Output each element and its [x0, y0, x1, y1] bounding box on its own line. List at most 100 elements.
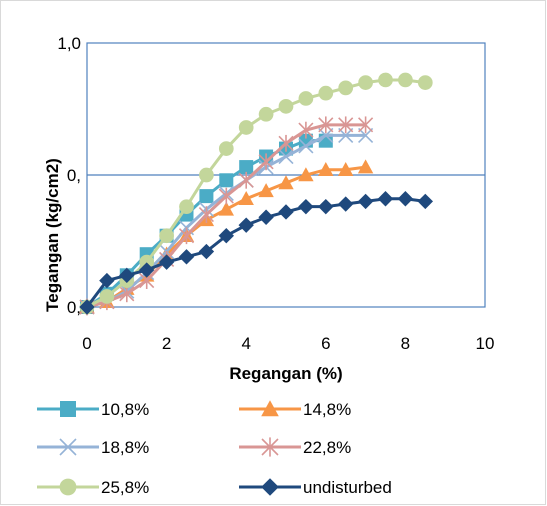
data-point-diamond [318, 198, 334, 215]
x-tick-label: 10 [476, 334, 495, 353]
y-tick-label: 0, [67, 298, 81, 317]
data-point-asterisk [318, 116, 334, 134]
x-tick-label: 8 [401, 334, 410, 353]
data-point-circle [238, 120, 254, 135]
legend-label: 18,8% [101, 438, 149, 457]
data-point-asterisk [358, 116, 374, 134]
data-point-x-stroke [278, 148, 294, 165]
data-point-circle [199, 167, 214, 183]
data-point-diamond [198, 243, 215, 260]
legend-item: 14,8% [239, 400, 351, 419]
series-layer [79, 72, 433, 316]
data-point-asterisk [338, 116, 354, 134]
x-tick-label: 2 [162, 334, 171, 353]
data-point-diamond [397, 191, 414, 207]
data-point-diamond [417, 193, 433, 210]
data-point-triangle [338, 162, 354, 177]
data-point-triangle [238, 191, 254, 206]
data-point-circle [159, 228, 174, 244]
data-point-x [358, 127, 374, 143]
data-point-diamond [357, 193, 374, 210]
data-point-x [59, 438, 77, 456]
legend-item: 18,8% [37, 438, 149, 457]
data-point-square [239, 160, 254, 175]
data-point-x [278, 148, 294, 165]
data-point-diamond [99, 272, 115, 289]
data-point-asterisk [178, 227, 195, 245]
data-point-asterisk [218, 187, 234, 205]
series-undisturbed [79, 191, 433, 315]
legend-label: 14,8% [303, 400, 351, 419]
data-point-x-stroke [298, 138, 314, 154]
legend-label: 10,8% [101, 400, 149, 419]
data-point-triangle [357, 159, 374, 174]
data-point-triangle [298, 167, 314, 182]
data-point-triangle [278, 175, 294, 190]
data-point-x [298, 138, 314, 154]
data-point-square [219, 173, 234, 188]
data-point-asterisk [261, 437, 279, 457]
data-point-circle [59, 478, 77, 496]
data-point-square [60, 401, 76, 417]
y-tick-label: 0, [67, 166, 81, 185]
data-point-diamond [298, 198, 314, 215]
data-point-triangle [318, 162, 334, 177]
axis-ticks: 0 2 4 6 8 10 0, 0, 1,0 [57, 34, 494, 353]
data-point-circle [358, 75, 373, 90]
data-point-diamond [178, 249, 195, 265]
data-point-asterisk [298, 121, 314, 139]
legend-item: 25,8% [37, 478, 149, 497]
legend: 10,8% 14,8% 18,8% 22,8% 25,8% undisturbed [37, 400, 392, 497]
data-point-circle [218, 141, 234, 156]
data-point-circle [258, 106, 274, 122]
x-tick-label: 0 [82, 334, 91, 353]
data-point-diamond [377, 191, 394, 207]
data-point-diamond [139, 262, 155, 278]
data-point-triangle [258, 183, 274, 198]
data-point-circle [338, 80, 354, 96]
data-point-asterisk [238, 171, 254, 189]
data-point-x-stroke [318, 127, 334, 143]
legend-item: 22,8% [239, 437, 351, 457]
data-point-diamond [158, 254, 175, 270]
data-point-asterisk [278, 134, 294, 152]
data-point-circle [378, 72, 393, 88]
data-point-x [338, 127, 354, 143]
data-point-diamond [79, 299, 95, 315]
data-point-x-stroke [59, 438, 77, 456]
data-point-circle [298, 91, 314, 106]
data-point-circle [139, 254, 155, 270]
legend-item: 10,8% [37, 400, 149, 419]
data-point-circle [179, 199, 194, 215]
data-point-x-stroke [338, 127, 354, 143]
data-point-circle [99, 289, 115, 304]
data-point-diamond [119, 267, 135, 284]
data-point-triangle [218, 201, 234, 216]
x-tick-label: 6 [321, 334, 330, 353]
y-tick-label: 1,0 [57, 34, 81, 53]
data-point-asterisk [258, 153, 274, 171]
data-point-circle [417, 75, 433, 90]
data-point-diamond [218, 228, 234, 244]
data-point-triangle [261, 400, 279, 417]
legend-item: undisturbed [239, 478, 392, 497]
data-point-x-stroke [358, 127, 374, 143]
data-point-square [199, 189, 214, 204]
data-point-x [318, 127, 334, 143]
data-point-diamond [261, 478, 279, 496]
data-point-asterisk [119, 285, 135, 303]
legend-label: 22,8% [303, 438, 351, 457]
data-point-asterisk [198, 206, 214, 223]
y-axis-title: Tegangan (kg/cm2) [43, 158, 62, 312]
x-tick-label: 4 [241, 334, 250, 353]
data-point-diamond [278, 204, 294, 220]
data-point-circle [318, 85, 334, 101]
x-axis-title: Regangan (%) [229, 364, 342, 383]
data-point-circle [398, 72, 413, 88]
legend-label: 25,8% [101, 478, 149, 497]
data-point-circle [278, 99, 294, 114]
data-point-diamond [238, 217, 254, 233]
legend-label: undisturbed [303, 478, 392, 497]
